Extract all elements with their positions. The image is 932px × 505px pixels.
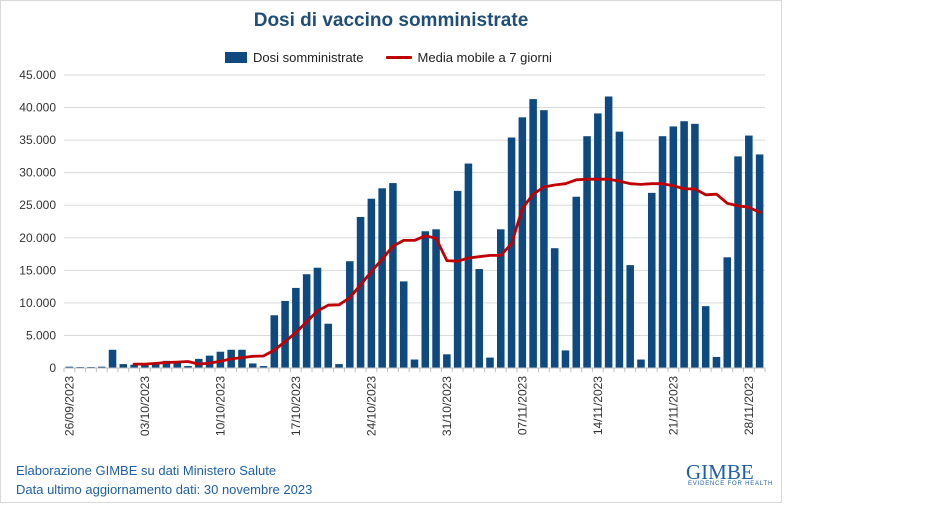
bar (356, 216, 365, 368)
bar (453, 190, 462, 368)
chart-legend: Dosi somministrate Media mobile a 7 gior… (225, 50, 574, 65)
logo-tagline: EVIDENCE FOR HEALTH (688, 481, 774, 487)
legend-swatch-line (385, 56, 412, 59)
bar (712, 356, 721, 368)
bar (497, 229, 505, 368)
bar (615, 131, 624, 368)
bar (755, 154, 764, 368)
y-tick-label: 25.000 (19, 198, 56, 212)
bar (637, 359, 645, 368)
y-tick-label: 45.000 (19, 68, 56, 82)
bar (281, 300, 289, 368)
logo-wordmark: GIMBE (686, 460, 754, 484)
y-tick-label: 40.000 (19, 101, 56, 115)
bar (259, 366, 268, 368)
x-tick-label: 10/10/2023 (213, 376, 227, 436)
legend-swatch-bars (225, 52, 247, 63)
footer-source: Elaborazione GIMBE su dati Ministero Sal… (16, 463, 277, 478)
x-tick-label: 17/10/2023 (289, 376, 303, 436)
bar (270, 315, 279, 368)
bar (583, 136, 591, 368)
bar (658, 136, 667, 368)
bar (65, 366, 74, 368)
bar (594, 113, 602, 368)
bar (626, 265, 634, 368)
bar (701, 306, 710, 368)
bar (432, 229, 440, 368)
bar (475, 269, 483, 368)
bar (108, 349, 117, 368)
bar (723, 257, 732, 368)
y-tick-label: 20.000 (19, 231, 56, 245)
bar (313, 267, 322, 368)
bar (421, 231, 430, 368)
bar (292, 287, 300, 368)
bar (346, 261, 354, 368)
bar (561, 350, 570, 368)
bar (604, 96, 613, 368)
bar (130, 364, 138, 368)
bar (248, 363, 257, 368)
bar (335, 364, 343, 368)
y-tick-label: 10.000 (19, 296, 56, 310)
bar (745, 135, 753, 368)
x-tick-label: 31/10/2023 (440, 376, 454, 436)
bar (367, 198, 376, 368)
bar (173, 361, 182, 368)
bar (540, 110, 548, 368)
chart-title: Dosi di vaccino somministrate (253, 10, 529, 31)
y-tick-label: 15.000 (19, 263, 56, 277)
legend-item-bars: Dosi somministrate (225, 50, 364, 65)
bar (464, 163, 473, 368)
legend-label-bars: Dosi somministrate (253, 50, 364, 65)
y-tick-label: 5.000 (26, 328, 56, 342)
bar (389, 183, 397, 368)
footer-update: Data ultimo aggiornamento dati: 30 novem… (16, 482, 313, 497)
bar (680, 121, 688, 369)
legend-label-line: Media mobile a 7 giorni (417, 50, 552, 65)
bar (734, 156, 742, 368)
bar (324, 323, 332, 368)
legend-item-line: Media mobile a 7 giorni (385, 50, 552, 65)
bar (378, 188, 386, 368)
x-tick-label: 21/11/2023 (666, 376, 680, 435)
y-tick-label: 35.000 (19, 133, 56, 147)
x-tick-label: 14/11/2023 (591, 376, 605, 435)
bar (443, 354, 451, 368)
bar (572, 196, 581, 368)
bar (518, 117, 527, 368)
y-tick-label: 30.000 (19, 166, 56, 180)
bar (119, 364, 128, 368)
moving-average-line (132, 177, 761, 366)
bar (669, 126, 678, 368)
bar (97, 366, 106, 368)
bar (141, 363, 149, 368)
bar (410, 359, 419, 368)
bar (550, 248, 559, 368)
gimbe-logo: GIMBE EVIDENCE FOR HEALTH (686, 460, 774, 492)
bar (399, 281, 408, 368)
bar (151, 362, 160, 368)
y-tick-label: 0 (49, 361, 56, 375)
bar (647, 192, 656, 368)
chart-plot: 0 5.000 10.000 15.000 20.000 25.000 30.000 35.0… (19, 68, 766, 436)
footer-note: Elaborazione GIMBE su dati Ministero Sal… (16, 461, 312, 499)
x-tick-label: 07/11/2023 (515, 376, 529, 435)
bar (529, 99, 537, 368)
x-tick-label: 26/09/2023 (62, 376, 76, 436)
bar (691, 123, 699, 368)
x-tick-label: 24/10/2023 (364, 376, 378, 436)
bar (162, 360, 171, 368)
x-tick-label: 03/10/2023 (138, 376, 152, 436)
bar (507, 137, 516, 368)
x-tick-label: 28/11/2023 (742, 376, 756, 435)
bar (486, 357, 494, 368)
bar (184, 366, 192, 368)
